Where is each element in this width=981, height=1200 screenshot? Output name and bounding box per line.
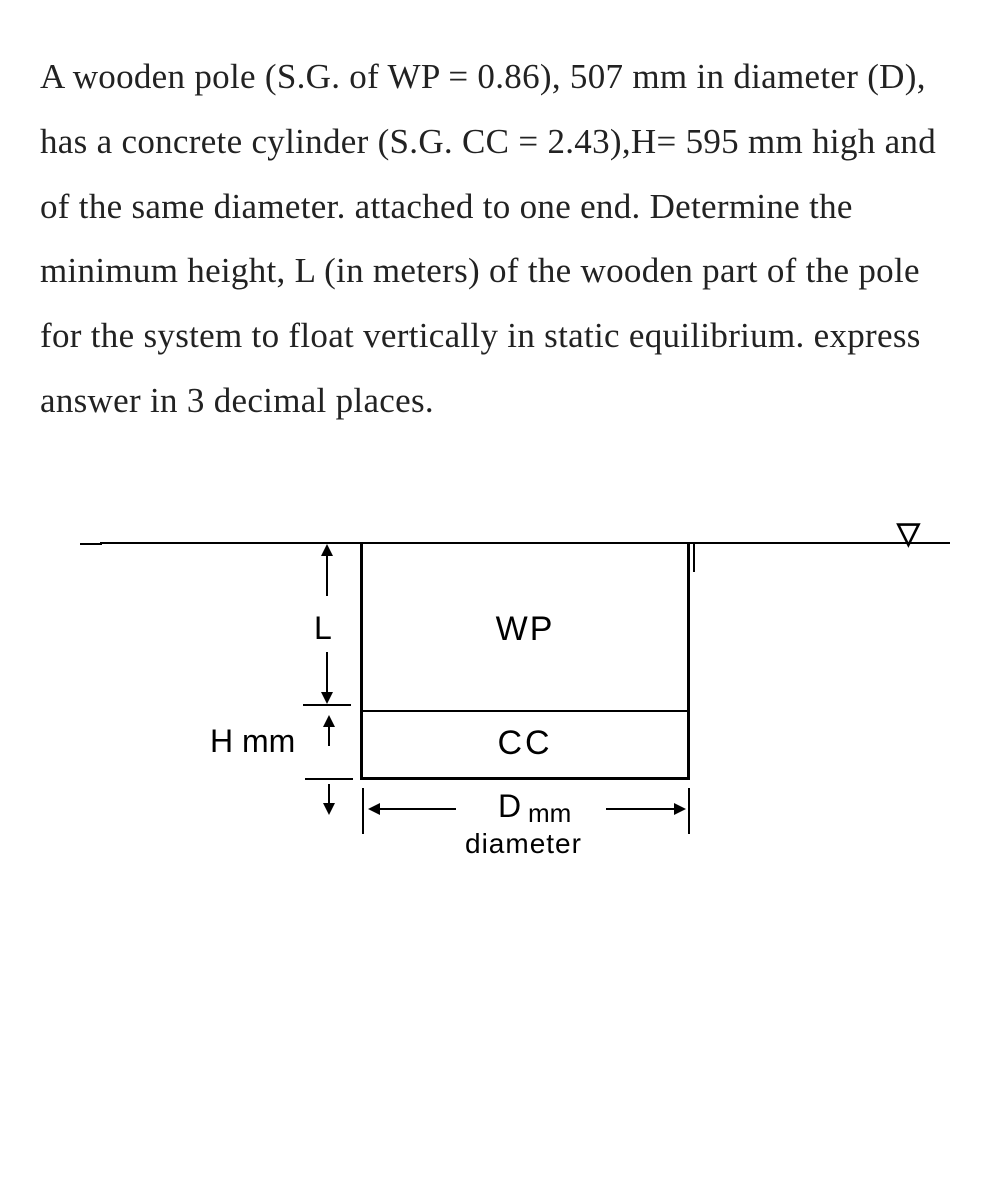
water-level-tick: [693, 542, 695, 572]
d-dimension: D mm diameter: [360, 788, 700, 868]
concrete-cylinder-segment: CC: [360, 712, 690, 780]
d-arrow-left: [370, 808, 456, 810]
wooden-pole-segment: WP: [360, 542, 690, 712]
l-tick-bottom: [303, 704, 351, 706]
l-arrow-down: [326, 652, 328, 702]
h-arrow-top: [328, 718, 330, 746]
water-surface-symbol: ▽: [897, 516, 920, 551]
l-dimension: L: [298, 546, 353, 712]
d-arrow-right: [606, 808, 684, 810]
cc-label: CC: [497, 724, 552, 763]
d-diameter-label: diameter: [465, 828, 582, 860]
d-extension-left: [362, 788, 364, 834]
buoyancy-diagram: ▽ WP CC L H mm D mm diameter: [100, 524, 950, 924]
l-dimension-label: L: [314, 610, 332, 647]
d-letter-label: D: [498, 788, 521, 825]
h-arrow-bottom: [328, 784, 330, 812]
h-tick: [305, 778, 353, 780]
d-extension-right: [688, 788, 690, 834]
pole-assembly: WP CC: [360, 542, 690, 780]
l-arrow-up: [326, 546, 328, 596]
h-dimension-label: H mm: [210, 723, 295, 760]
d-mm-label: mm: [528, 798, 571, 829]
problem-statement: A wooden pole (S.G. of WP = 0.86), 507 m…: [40, 45, 941, 434]
wp-label: WP: [496, 610, 555, 649]
h-dimension: H mm: [210, 709, 352, 779]
